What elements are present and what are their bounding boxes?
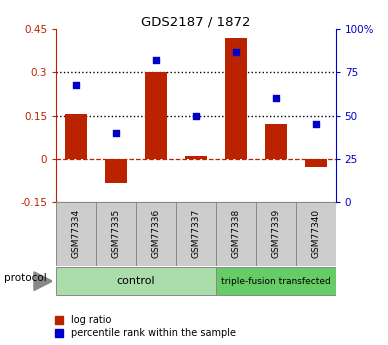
Point (153, 58, 159, 63)
Text: triple-fusion transfected: triple-fusion transfected (221, 277, 331, 286)
FancyBboxPatch shape (56, 267, 216, 295)
Text: GSM77337: GSM77337 (191, 209, 201, 258)
Polygon shape (34, 272, 52, 290)
FancyBboxPatch shape (256, 202, 296, 266)
Text: GSM77335: GSM77335 (112, 209, 121, 258)
FancyBboxPatch shape (216, 267, 336, 295)
Text: protocol: protocol (4, 273, 47, 283)
FancyBboxPatch shape (176, 202, 216, 266)
Legend: log ratio, percentile rank within the sample: log ratio, percentile rank within the sa… (55, 315, 236, 338)
Point (193, 113, 199, 118)
Bar (185, 156, 207, 159)
Text: GSM77334: GSM77334 (72, 209, 81, 258)
Text: GSM77338: GSM77338 (231, 209, 240, 258)
FancyBboxPatch shape (96, 202, 136, 266)
Text: GSM77340: GSM77340 (311, 209, 320, 258)
Text: GSM77339: GSM77339 (271, 209, 280, 258)
Point (233, 49, 239, 55)
Point (73, 82, 79, 87)
Bar (65, 114, 87, 159)
Bar (145, 72, 167, 159)
Point (313, 121, 319, 127)
Bar (225, 38, 247, 159)
FancyBboxPatch shape (56, 202, 96, 266)
Text: GSM77336: GSM77336 (152, 209, 161, 258)
Title: GDS2187 / 1872: GDS2187 / 1872 (141, 15, 251, 28)
FancyBboxPatch shape (216, 202, 256, 266)
FancyBboxPatch shape (296, 202, 336, 266)
Text: control: control (117, 276, 155, 286)
Bar (265, 124, 287, 159)
FancyBboxPatch shape (136, 202, 176, 266)
Point (113, 130, 119, 136)
Bar (105, 159, 127, 183)
Bar (305, 159, 327, 167)
Point (273, 96, 279, 101)
